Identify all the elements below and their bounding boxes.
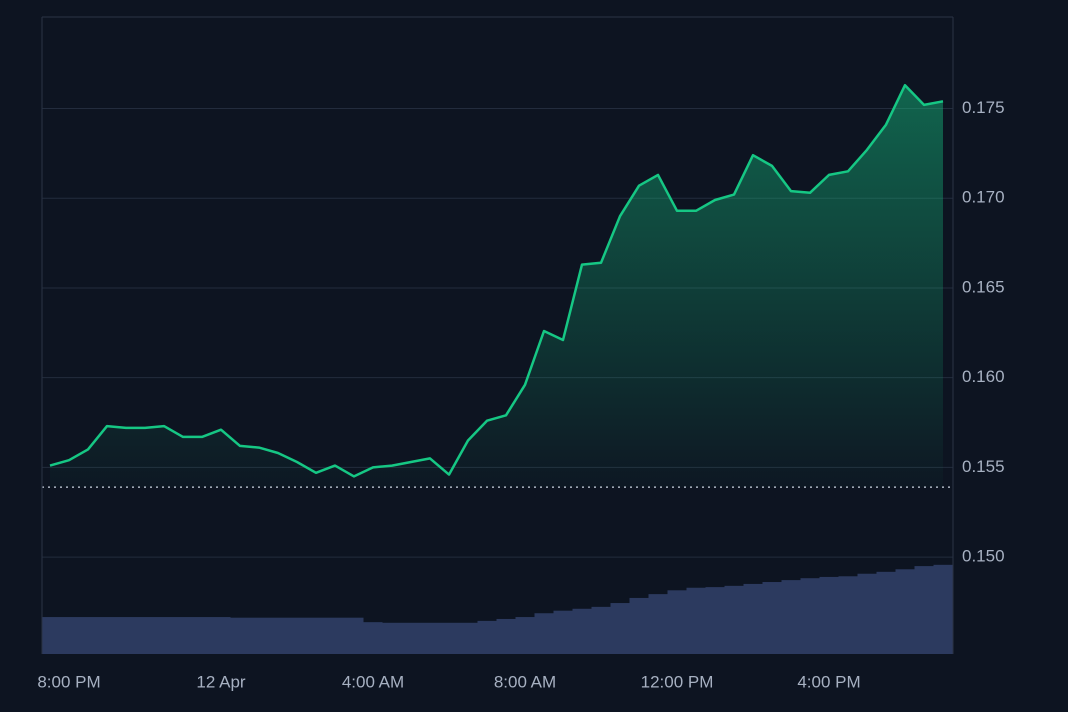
x-tick-label: 12:00 PM	[641, 672, 714, 691]
volume-bar	[306, 617, 326, 654]
volume-bar	[705, 587, 725, 654]
volume-bars	[42, 564, 953, 654]
volume-bar	[895, 569, 915, 654]
volume-bar	[610, 603, 630, 654]
volume-bar	[914, 566, 934, 654]
volume-bar	[97, 617, 117, 654]
volume-bar	[933, 564, 953, 654]
volume-bar	[439, 622, 459, 654]
volume-bar	[401, 622, 421, 654]
y-tick-label: 0.155	[962, 457, 1005, 476]
volume-bar	[591, 606, 611, 654]
volume-bar	[116, 617, 136, 654]
volume-bar	[648, 594, 668, 654]
volume-bar	[629, 597, 649, 654]
volume-bar	[192, 617, 212, 654]
volume-bar	[534, 613, 554, 654]
volume-bar	[553, 610, 573, 654]
volume-bar	[344, 617, 364, 654]
volume-bar	[762, 582, 782, 654]
volume-bar	[496, 618, 516, 654]
volume-bar	[325, 617, 345, 654]
volume-bar	[135, 617, 155, 654]
x-tick-label: 4:00 PM	[797, 672, 860, 691]
price-series	[42, 83, 953, 488]
volume-bar	[211, 617, 231, 654]
price-area	[50, 85, 943, 488]
volume-bar	[686, 587, 706, 654]
x-tick-label: 8:00 AM	[494, 672, 556, 691]
volume-bar	[477, 620, 497, 654]
volume-bar	[59, 617, 79, 654]
volume-bar	[42, 617, 60, 654]
volume-bar	[268, 617, 288, 654]
volume-bar	[249, 617, 269, 654]
volume-bar	[819, 576, 839, 654]
volume-bar	[458, 622, 478, 654]
volume-bar	[78, 617, 98, 654]
volume-bar	[781, 580, 801, 654]
x-tick-label: 8:00 PM	[37, 672, 100, 691]
volume-bar	[515, 617, 535, 654]
volume-bar	[876, 571, 896, 654]
volume-bar	[230, 617, 250, 654]
volume-bar	[857, 573, 877, 654]
volume-bar	[154, 617, 174, 654]
x-tick-label: 4:00 AM	[342, 672, 404, 691]
x-tick-label: 12 Apr	[196, 672, 245, 691]
volume-bar	[287, 617, 307, 654]
volume-bar	[363, 622, 383, 654]
volume-bar	[173, 617, 193, 654]
price-line	[49, 83, 944, 478]
volume-bar	[572, 608, 592, 654]
volume-bar	[420, 622, 440, 654]
volume-bar	[800, 578, 820, 654]
y-tick-label: 0.175	[962, 98, 1005, 117]
volume-bar	[382, 622, 402, 654]
volume-bar	[743, 583, 763, 654]
y-tick-label: 0.165	[962, 277, 1005, 296]
volume-bar	[838, 576, 858, 654]
axis-labels: 0.150 0.155 0.160 0.165 0.170 0.175 8:00 PM 12 …	[37, 98, 1004, 691]
volume-bar	[667, 590, 687, 654]
y-tick-label: 0.150	[962, 547, 1005, 566]
y-tick-label: 0.170	[962, 188, 1005, 207]
y-tick-label: 0.160	[962, 367, 1005, 386]
volume-bar	[724, 585, 744, 654]
